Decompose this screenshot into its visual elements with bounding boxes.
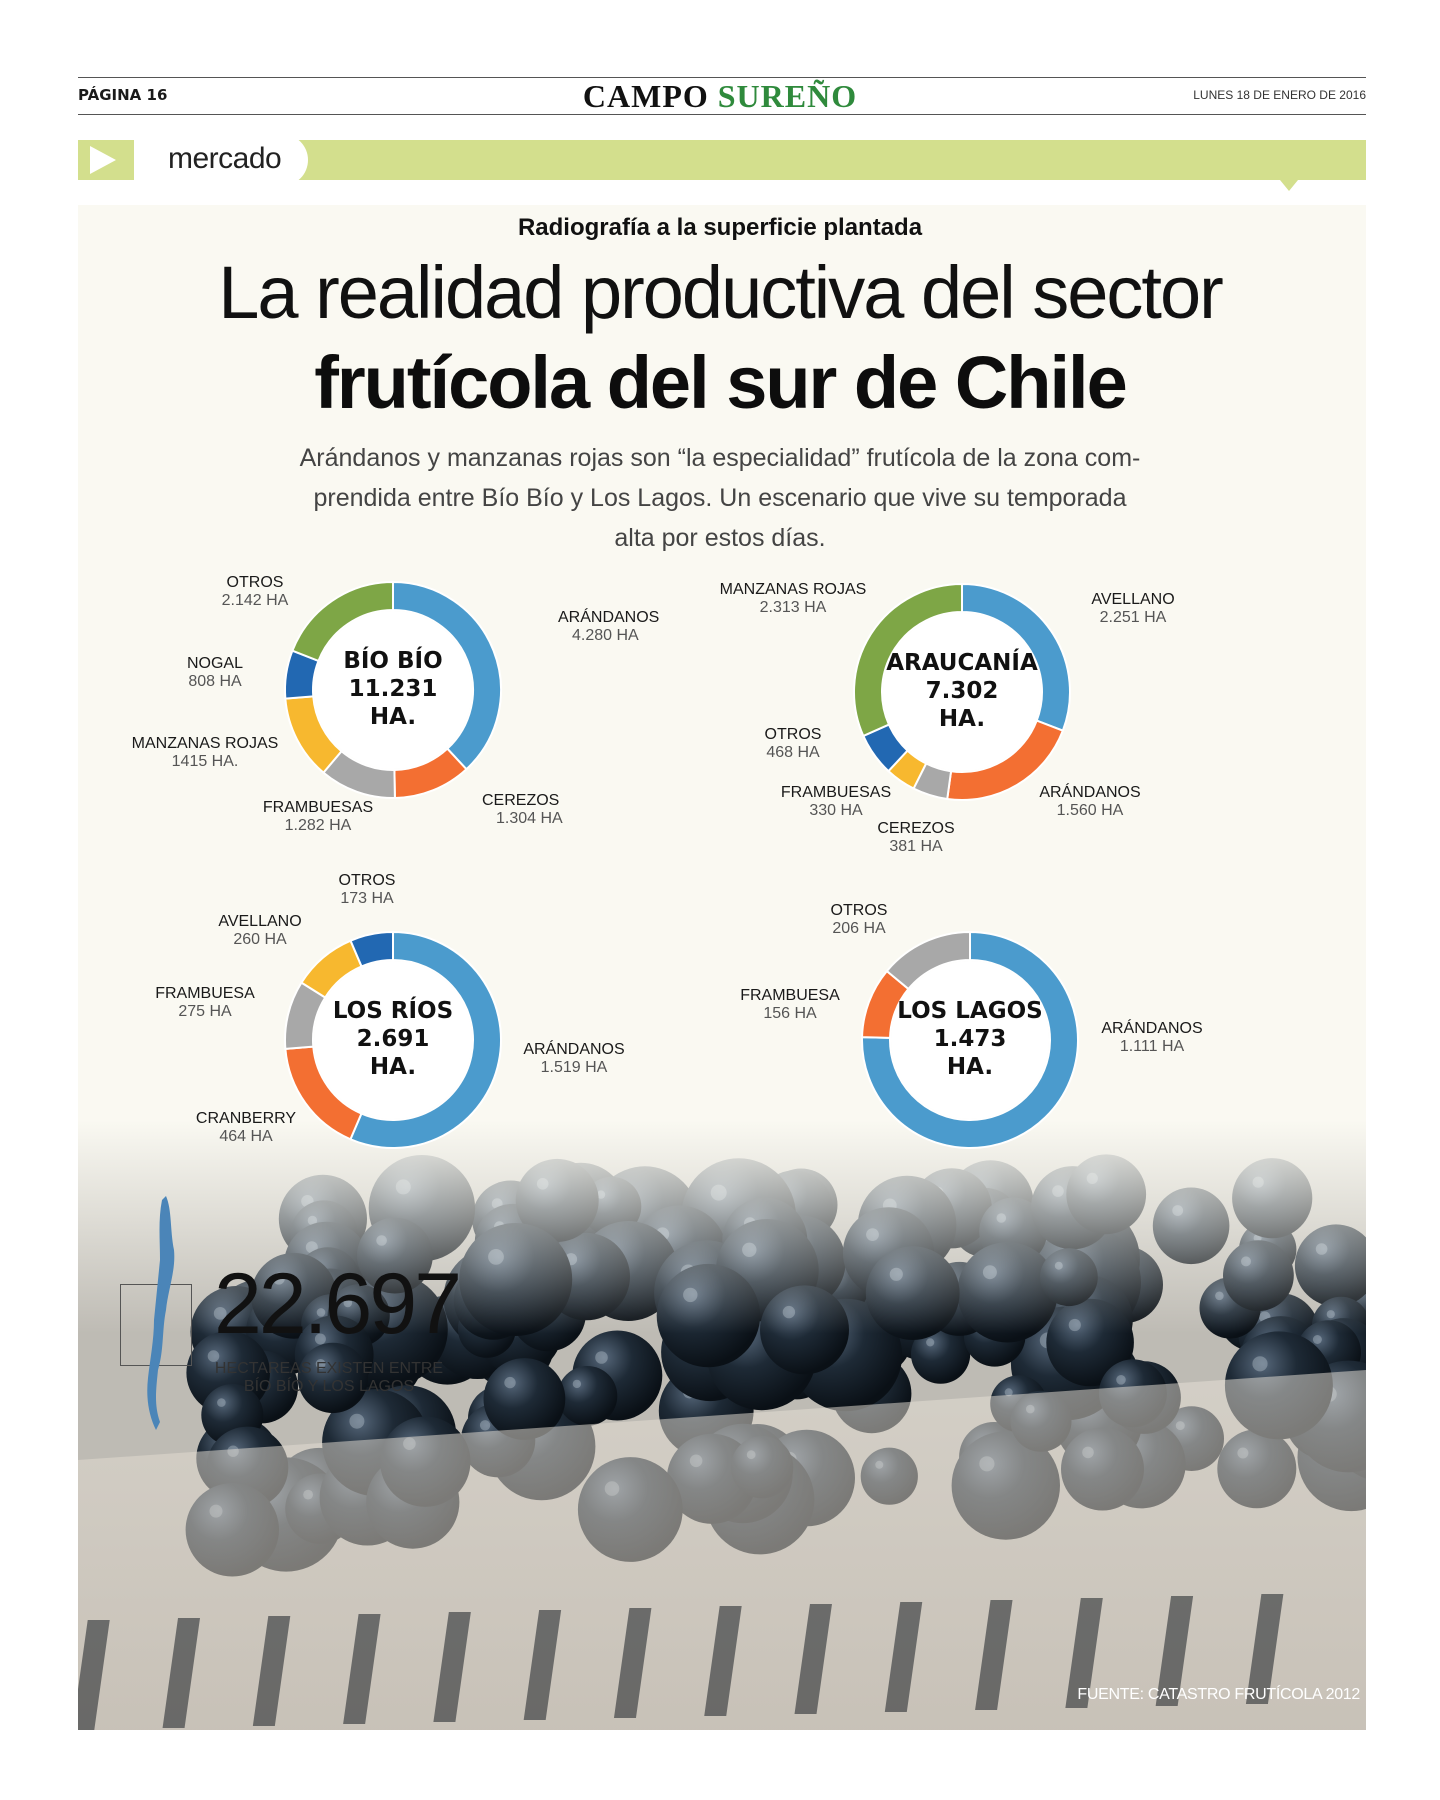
slice-label: FRAMBUESA: [740, 987, 840, 1004]
donut-center-label: 2.691: [357, 1026, 430, 1052]
slice-value: 2.251 HA: [1100, 609, 1167, 626]
slice-label: CRANBERRY: [196, 1110, 297, 1127]
chile-map-icon: [147, 1196, 175, 1430]
slice-label: FRAMBUESAS: [263, 799, 373, 816]
total-hectares: 22.697: [214, 1256, 462, 1352]
donut-center-label: 1.473: [934, 1026, 1007, 1052]
slice-value: 330 HA: [809, 802, 863, 819]
header-bottom-rule: [78, 114, 1366, 115]
donut-hole: [314, 611, 472, 769]
masthead-campo: CAMPO: [582, 78, 709, 114]
issue-date: LUNES 18 DE ENERO DE 2016: [1193, 88, 1366, 102]
slice-label: ARÁNDANOS: [1101, 1018, 1202, 1037]
section-band-pointer: [1280, 180, 1298, 191]
slice-label: CEREZOS: [482, 792, 559, 809]
slice-label: FRAMBUESAS: [781, 784, 891, 801]
donut-slice: [349, 930, 394, 968]
donut-slice: [861, 930, 1079, 1149]
slice-value: 1.560 HA: [1057, 802, 1124, 819]
slice-value: 808 HA: [188, 673, 242, 690]
slice-value: 1.519 HA: [541, 1059, 608, 1076]
slice-label: CEREZOS: [877, 820, 954, 837]
blueberries-photo: [78, 1120, 1366, 1730]
slice-value: 260 HA: [233, 931, 287, 948]
article-deck: Arándanos y manzanas rojas son “la espec…: [299, 444, 1141, 552]
slice-label: AVELLANO: [1091, 591, 1174, 608]
masthead: CAMPO SUREÑO: [0, 78, 1440, 115]
slice-value: 2.142 HA: [222, 592, 289, 609]
slice-value: 4.280 HA: [572, 627, 639, 644]
slice-value: 275 HA: [178, 1003, 232, 1020]
donut-slice: [885, 930, 971, 991]
slice-value: 2.313 HA: [760, 599, 827, 616]
slice-label: OTROS: [765, 726, 822, 743]
page-number: PÁGINA 16: [78, 86, 168, 104]
slice-value: 206 HA: [832, 920, 886, 937]
slice-label: MANZANAS ROJAS: [720, 581, 867, 598]
slice-label: OTROS: [227, 574, 284, 591]
donut-hole: [883, 613, 1041, 771]
donut-slice: [349, 930, 502, 1149]
play-arrow-icon: [90, 146, 116, 174]
slice-label: NOGAL: [187, 655, 243, 672]
donut-center-label: ARAUCANÍA: [886, 648, 1038, 676]
slice-value: 173 HA: [340, 890, 394, 907]
slice-value: 1.282 HA: [285, 817, 352, 834]
donut-center-label: BÍO BÍO: [343, 646, 442, 674]
slice-value: 1.304 HA: [496, 810, 563, 827]
donut-slice: [853, 582, 963, 738]
slice-value: 468 HA: [766, 744, 820, 761]
masthead-sureno: SUREÑO: [717, 78, 858, 114]
donut-center-label: LOS RÍOS: [333, 996, 453, 1024]
donut-hole: [314, 961, 472, 1119]
slice-label: ARÁNDANOS: [523, 1039, 624, 1058]
donut-hole: [891, 961, 1049, 1119]
donut-center-label: HA.: [370, 1054, 416, 1080]
total-hectares-caption: HECTAREAS EXISTEN ENTRE BÍO BÍO Y LOS LA…: [214, 1360, 444, 1395]
article-kicker: Radiografía a la superficie plantada: [517, 214, 923, 241]
donut-slice: [291, 580, 394, 663]
donut-center-label: HA.: [947, 1054, 993, 1080]
slice-value: 464 HA: [219, 1128, 273, 1145]
slice-label: MANZANAS ROJAS: [132, 735, 279, 752]
slice-value: 381 HA: [889, 838, 943, 855]
section-tab: mercado: [134, 134, 308, 186]
slice-label: OTROS: [339, 872, 396, 889]
headline-line-1: La realidad productiva del sector: [218, 251, 1224, 334]
slice-value: 1.111 HA: [1120, 1038, 1185, 1055]
slice-value: 156 HA: [763, 1005, 817, 1022]
blueberries-illustration: [78, 1120, 1366, 1730]
slice-label: FRAMBUESA: [155, 985, 255, 1002]
slice-label: ARÁNDANOS: [1039, 782, 1140, 801]
section-label: mercado: [168, 142, 282, 175]
headline-line-2: frutícola del sur de Chile: [314, 341, 1128, 424]
header-top-rule: [78, 77, 1366, 78]
donut-center-label: 11.231: [349, 676, 438, 702]
donut-center-label: LOS LAGOS: [897, 998, 1042, 1024]
donut-center-label: HA.: [370, 704, 416, 730]
slice-label: ARÁNDANOS: [558, 607, 659, 626]
slice-value: 1415 HA.: [172, 753, 239, 770]
slice-label: AVELLANO: [218, 913, 301, 930]
donut-center-label: 7.302: [926, 678, 999, 704]
slice-label: OTROS: [831, 902, 888, 919]
donut-center-label: HA.: [939, 706, 985, 732]
source-note: FUENTE: CATASTRO FRUTÍCOLA 2012: [1077, 1686, 1360, 1703]
